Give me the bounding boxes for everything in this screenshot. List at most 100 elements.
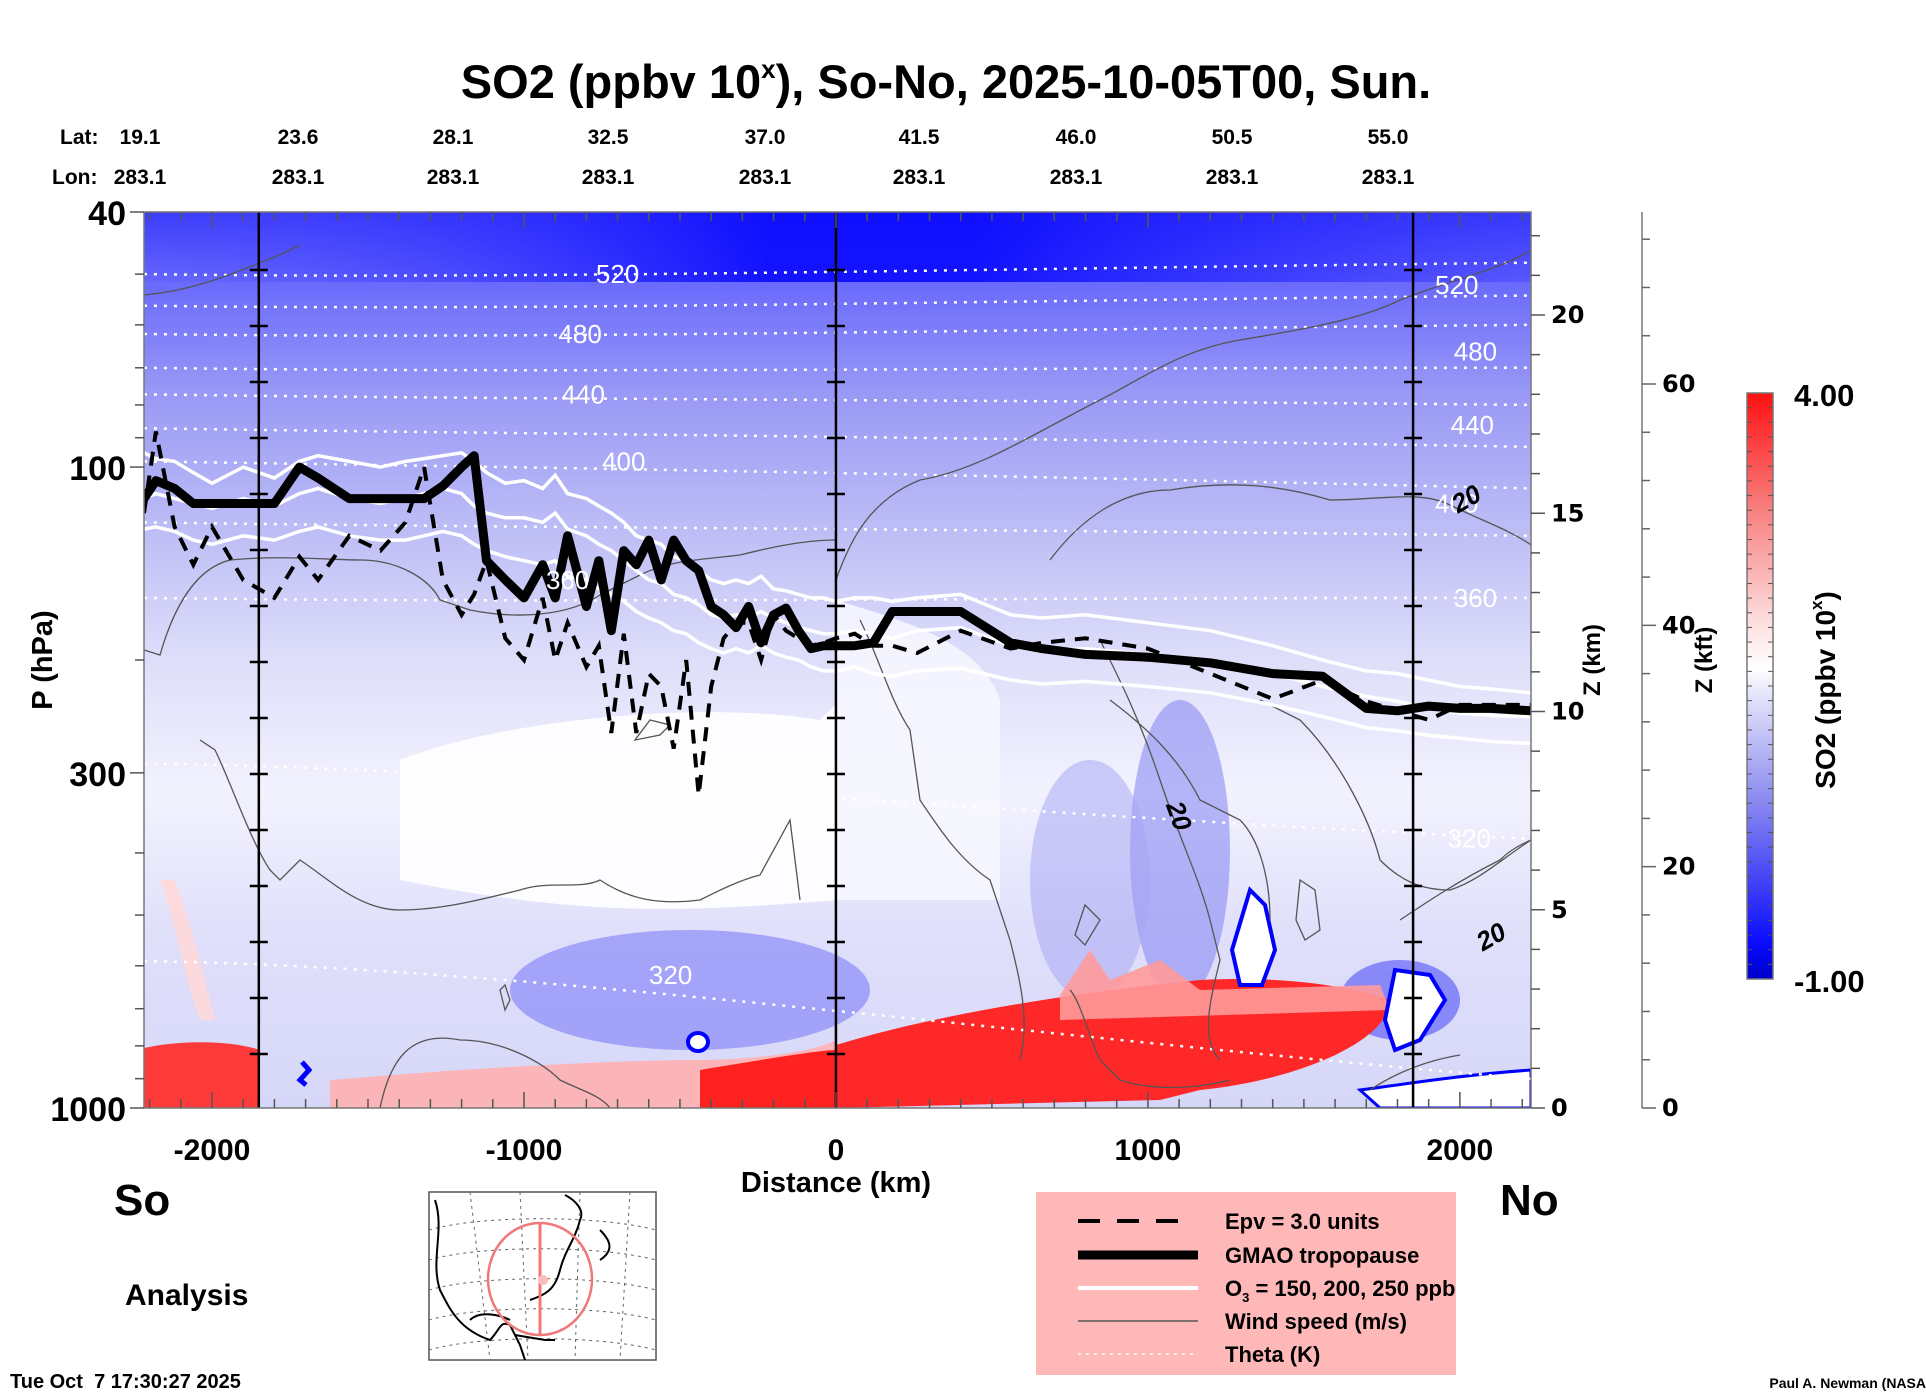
legend-label-ozone: O3 = 150, 200, 250 ppb [1225,1276,1455,1305]
south-label: So [114,1176,170,1225]
lat-label: Lat: [60,126,99,149]
wind-contour [144,539,837,656]
field-blue-pocket [510,930,870,1050]
lon-value: 283.1 [272,166,325,189]
wind-contour [1109,699,1271,921]
field-white-blob [1229,886,1278,987]
x-tick-label: 0 [828,1134,845,1167]
y-tick-label: 40 [88,195,126,233]
theta-label: 320 [1448,824,1491,854]
lat-value: 50.5 [1212,126,1253,149]
theta-contours [144,261,1531,1080]
z-km-tick-label: 0 [1551,1094,1568,1122]
field-white-region [400,700,840,909]
chart-title: SO2 (ppbv 10x), So-No, 2025-10-05T00, Su… [461,54,1431,108]
wind-speed-contours [144,244,1531,1108]
theta-label: 320 [649,960,692,990]
theta-contour [144,521,1531,538]
y-tick-label: 100 [69,450,126,488]
tropopause-contour [144,451,1531,716]
z-kft-axis: 0 20 40 60 [1641,212,1695,1122]
theta-label: 400 [1435,489,1478,519]
x-tick-label: 2000 [1426,1134,1493,1167]
y-tick-label: 300 [69,756,126,794]
lat-lon-header: Lat: Lon: 19.1 23.6 28.1 32.5 37.0 41.5 46.0 50.5… [52,126,1415,189]
theta-contour [144,323,1531,337]
wind-contour [1074,903,1101,947]
z-km-axis: 0 5 10 15 20 [1531,234,1584,1122]
wind-contour [144,244,301,296]
lon-value: 283.1 [1362,166,1415,189]
legend-background [1036,1192,1456,1375]
lat-value: 19.1 [120,126,161,149]
theta-label: 480 [1454,336,1497,366]
x-axis: -2000 -1000 0 1000 2000 [148,212,1524,1167]
z-km-tick-label: 20 [1551,301,1584,329]
map-coastlines [434,1194,611,1361]
theta-contour [144,427,1531,449]
lat-value: 46.0 [1056,126,1097,149]
wind-contour [379,1037,611,1108]
z-kft-tick-label: 40 [1662,611,1695,639]
lon-value: 283.1 [739,166,792,189]
lon-value: 283.1 [1050,166,1103,189]
x-axis-label: Distance (km) [741,1167,931,1199]
lat-value: 55.0 [1368,126,1409,149]
lon-value: 283.1 [1206,166,1259,189]
wind-contour [1369,1054,1461,1091]
z-km-tick-label: 5 [1551,896,1568,924]
lon-value: 283.1 [427,166,480,189]
wind-contour [1069,989,1231,1089]
z-km-axis-label: Z (km) [1579,624,1606,696]
ozone-contour [144,486,1531,719]
x-tick-label: -2000 [174,1134,251,1167]
field-stratosphere-high [144,212,1531,282]
theta-label: 400 [602,446,645,476]
x-tick-label: 1000 [1115,1134,1182,1167]
colorbar-label: SO2 (ppbv 10x) [1807,591,1841,789]
wind-contour [1099,639,1221,1061]
legend-label-tropopause: GMAO tropopause [1225,1243,1419,1268]
epv-contour [144,431,1531,796]
legend-label-theta: Theta (K) [1225,1342,1320,1367]
epv-line [144,431,1531,796]
theta-contour [144,294,1531,309]
wind-contour [859,619,1025,1061]
theta-contour [144,762,1531,840]
wind-contour [1259,699,1531,891]
theta-contour [144,596,1531,602]
colorbar-min-label: -1.00 [1794,964,1865,999]
field-red-surface-left [144,1042,260,1108]
lon-label: Lon: [52,166,97,189]
reference-lines [249,212,1423,1108]
theta-contour [144,366,1531,372]
lat-value: 37.0 [745,126,786,149]
north-label: No [1500,1176,1559,1225]
theta-label: 520 [1435,270,1478,300]
analysis-label: Analysis [125,1279,248,1312]
y-axis: 40 100 300 1000 [50,195,144,1129]
map-center-marker [538,1275,548,1285]
lat-value: 23.6 [278,126,319,149]
wind-contour [1295,878,1321,941]
z-km-tick-label: 15 [1551,499,1584,527]
x-tick-label: -1000 [486,1134,563,1167]
z-km-tick-label: 10 [1551,698,1584,726]
lon-value: 283.1 [114,166,167,189]
theta-label: 360 [1454,583,1497,613]
contour-labels: 5204804404003603205204804404003603202020… [546,259,1512,990]
ozone-contour [144,525,1531,746]
timestamp: Tue Oct 7 17:30:27 2025 [10,1371,241,1393]
wind-contour [835,249,1531,581]
legend: Epv = 3.0 units GMAO tropopause O3 = 150… [1036,1192,1456,1375]
credit: Paul A. Newman (NASA [1769,1375,1926,1391]
theta-label: 360 [546,565,589,595]
theta-label: 520 [596,259,639,289]
theta-contour [144,460,1531,490]
wind-contour [1049,484,1531,561]
location-map-inset [428,1191,657,1361]
wind-contour [499,983,511,1012]
tropopause-line [144,451,1531,716]
z-kft-axis-label: Z (kft) [1691,627,1718,694]
